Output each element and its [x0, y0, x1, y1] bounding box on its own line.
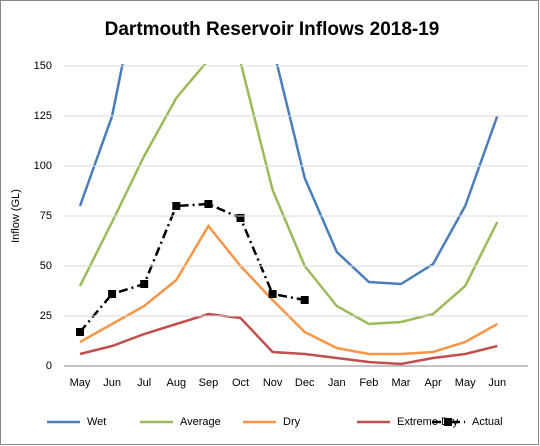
x-tick-label: Feb [359, 377, 378, 389]
legend-label: Wet [87, 416, 106, 428]
x-tick-label: Jun [488, 377, 506, 389]
y-tick-label: 50 [40, 260, 52, 272]
data-point [236, 214, 245, 222]
x-tick-label: Aug [167, 377, 187, 389]
x-tick-label: Dec [295, 377, 315, 389]
data-point [268, 290, 277, 298]
series-line [78, 64, 499, 326]
data-point [140, 280, 149, 288]
x-tick-label: May [455, 377, 476, 389]
y-tick-label: 100 [34, 160, 52, 172]
data-point [204, 200, 213, 208]
x-tick-label: Jan [328, 377, 346, 389]
y-tick-label: 25 [40, 310, 52, 322]
x-tick-label: Apr [425, 377, 442, 389]
data-point [108, 290, 117, 298]
legend-marker [444, 418, 452, 426]
legend-label: Extreme Dry [397, 416, 459, 428]
y-tick-label: 150 [34, 60, 52, 72]
legend-label: Dry [283, 416, 301, 428]
data-point [300, 296, 309, 304]
y-tick-label: 0 [46, 360, 52, 372]
x-tick-label: Nov [263, 377, 283, 389]
x-tick-label: May [70, 377, 91, 389]
data-point [76, 328, 84, 336]
y-axis-label: Inflow (GL) [10, 189, 22, 243]
data-point [172, 202, 181, 210]
series-line [78, 64, 499, 286]
series-line [79, 312, 498, 366]
x-tick-label: Oct [232, 377, 249, 389]
x-tick-label: Jun [103, 377, 121, 389]
x-tick-label: Sep [199, 377, 219, 389]
legend-label: Average [180, 416, 221, 428]
chart-title: Dartmouth Reservoir Inflows 2018-19 [105, 19, 440, 40]
y-tick-label: 75 [40, 210, 52, 222]
x-tick-label: Jul [137, 377, 151, 389]
y-tick-label: 125 [34, 110, 52, 122]
x-tick-label: Mar [392, 377, 411, 389]
legend-label: Actual [472, 416, 503, 428]
